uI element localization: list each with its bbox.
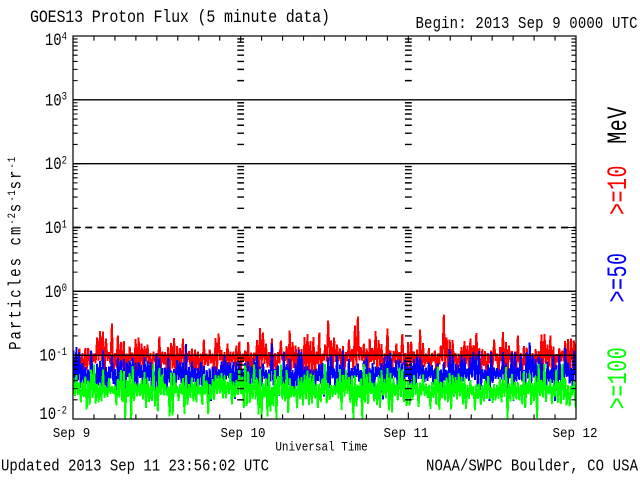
svg-text:101: 101: [45, 219, 67, 239]
svg-text:Universal Time: Universal Time: [275, 440, 367, 455]
svg-text:102: 102: [45, 155, 67, 175]
svg-text:Sep 9: Sep 9: [53, 425, 91, 441]
svg-text:MeV: MeV: [604, 106, 635, 143]
svg-text:>=50: >=50: [604, 253, 635, 303]
svg-text:Particles cm-2s-1sr-1: Particles cm-2s-1sr-1: [6, 156, 26, 350]
svg-text:>=10: >=10: [604, 165, 635, 215]
svg-text:100: 100: [45, 282, 67, 302]
svg-text:>=100: >=100: [604, 347, 635, 409]
svg-text:Updated 2013 Sep 11 23:56:02 U: Updated 2013 Sep 11 23:56:02 UTC: [1, 456, 269, 476]
svg-text:Sep 12: Sep 12: [553, 425, 598, 441]
svg-text:NOAA/SWPC Boulder, CO USA: NOAA/SWPC Boulder, CO USA: [426, 456, 639, 476]
svg-text:103: 103: [45, 91, 67, 111]
svg-text:Sep 11: Sep 11: [384, 425, 429, 441]
svg-text:Sep 10: Sep 10: [221, 425, 266, 441]
svg-text:Begin: 2013 Sep 9 0000 UTC: Begin: 2013 Sep 9 0000 UTC: [416, 14, 638, 34]
svg-text:GOES13 Proton Flux (5 minute d: GOES13 Proton Flux (5 minute data): [30, 7, 330, 28]
svg-text:104: 104: [45, 31, 67, 51]
